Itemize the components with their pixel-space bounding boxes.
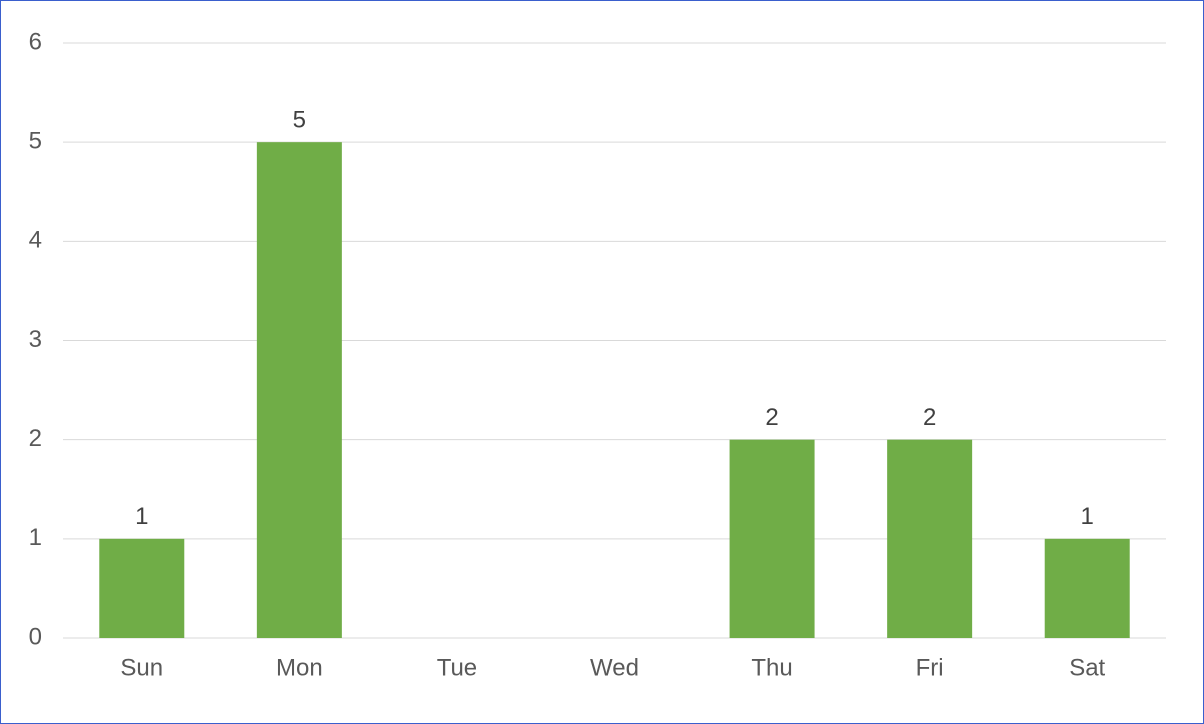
data-label: 1	[135, 503, 148, 530]
x-tick-label: Sat	[1069, 654, 1105, 681]
y-tick-label: 6	[29, 28, 42, 55]
data-label: 2	[923, 404, 936, 431]
y-tick-label: 3	[29, 326, 42, 353]
x-tick-label: Tue	[437, 654, 477, 681]
x-tick-label: Wed	[590, 654, 639, 681]
data-label: 2	[765, 404, 778, 431]
bar	[99, 538, 185, 638]
bar	[1044, 538, 1130, 638]
bar	[256, 142, 342, 638]
y-tick-label: 1	[29, 524, 42, 551]
x-tick-label: Fri	[916, 654, 944, 681]
data-label: 1	[1081, 503, 1094, 530]
y-tick-label: 4	[29, 227, 42, 254]
data-label: 5	[293, 107, 306, 134]
x-tick-label: Sun	[120, 654, 163, 681]
y-tick-label: 2	[29, 425, 42, 452]
bar	[729, 439, 815, 638]
y-tick-label: 0	[29, 623, 42, 650]
x-tick-label: Thu	[751, 654, 792, 681]
x-tick-label: Mon	[276, 654, 323, 681]
bar	[887, 439, 973, 638]
y-tick-label: 5	[29, 128, 42, 155]
